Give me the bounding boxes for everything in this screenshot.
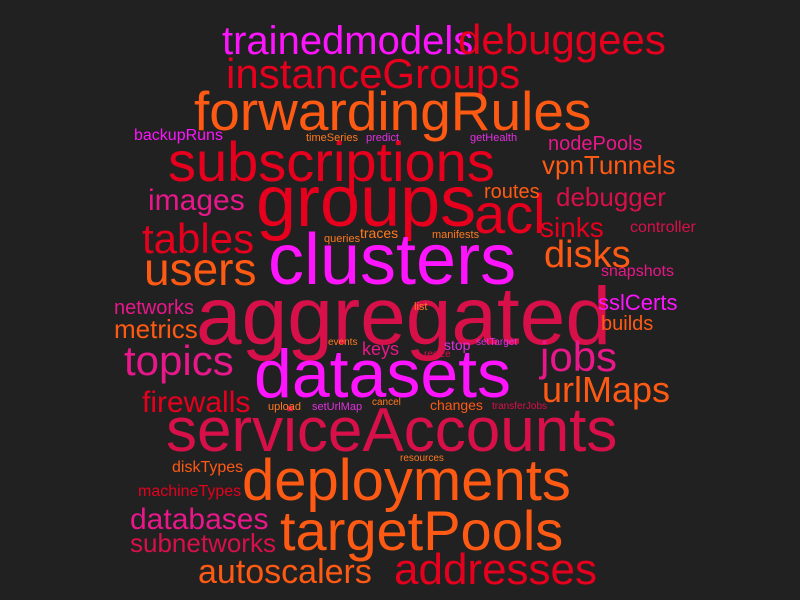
word-traces: traces [360,225,399,241]
word-subscriptions: subscriptions [168,130,495,193]
word-events: events [328,337,358,348]
word-transferJobs: transferJobs [492,401,548,412]
word-sslCerts: sslCerts [598,290,678,315]
word-resources: resources [400,453,444,464]
word-sinks: sinks [540,212,604,243]
word-forwardingRules: forwardingRules [194,80,592,142]
word-changes: changes [430,397,483,413]
word-stop: stop [444,337,471,353]
word-metrics: metrics [114,314,198,344]
word-aggregated: aggregated [196,271,611,362]
word-nodePools: nodePools [548,133,643,155]
word-routes: routes [484,181,540,203]
word-machineTypes: machineTypes [138,483,242,500]
word-disks: disks [544,234,631,276]
word-manifests: manifests [432,229,480,241]
word-tables: tables [142,215,255,262]
word-getHealth: getHealth [470,132,518,144]
word-users: users [144,243,257,295]
word-acl: acl [474,182,546,245]
word-subnetworks: subnetworks [130,528,276,558]
word-autoscalers: autoscalers [198,553,372,591]
word-builds: builds [601,313,654,335]
word-jobs: jobs [540,333,618,380]
word-keys: keys [362,339,400,359]
word-predict: predict [366,132,400,144]
word-addresses: addresses [394,545,598,594]
word-diskTypes: diskTypes [172,459,244,476]
word-debuggees: debuggees [458,16,666,63]
word-clusters: clusters [268,220,517,300]
word-groups: groups [256,162,477,242]
word-setUrlMap: setUrlMap [312,401,363,413]
word-snapshots: snapshots [601,263,674,280]
word-urlMaps: urlMaps [542,369,671,410]
word-vpnTunnels: vpnTunnels [542,150,676,180]
word-networks: networks [114,297,195,319]
word-upload: upload [268,401,302,413]
word-instanceGroups: instanceGroups [226,50,521,97]
word-topics: topics [124,337,234,384]
word-datasets: datasets [254,336,512,412]
word-firewalls: firewalls [142,386,251,419]
word-backupRuns: backupRuns [134,127,223,144]
word-resize: resize [424,349,451,360]
word-databases: databases [130,503,269,536]
word-debugger: debugger [556,182,666,212]
word-timeSeries: timeSeries [306,132,358,144]
word-queries: queries [324,233,361,245]
word-images: images [148,184,245,217]
word-deployments: deployments [242,448,571,513]
word-targetPools: targetPools [280,499,564,562]
word-controller: controller [630,219,696,236]
word-serviceAccounts: serviceAccounts [166,396,618,465]
word-list: list [414,301,428,313]
word-trainedmodels: trainedmodels [222,19,474,63]
word-setTarget: setTarget [476,337,518,348]
word-cancel: cancel [372,397,401,408]
